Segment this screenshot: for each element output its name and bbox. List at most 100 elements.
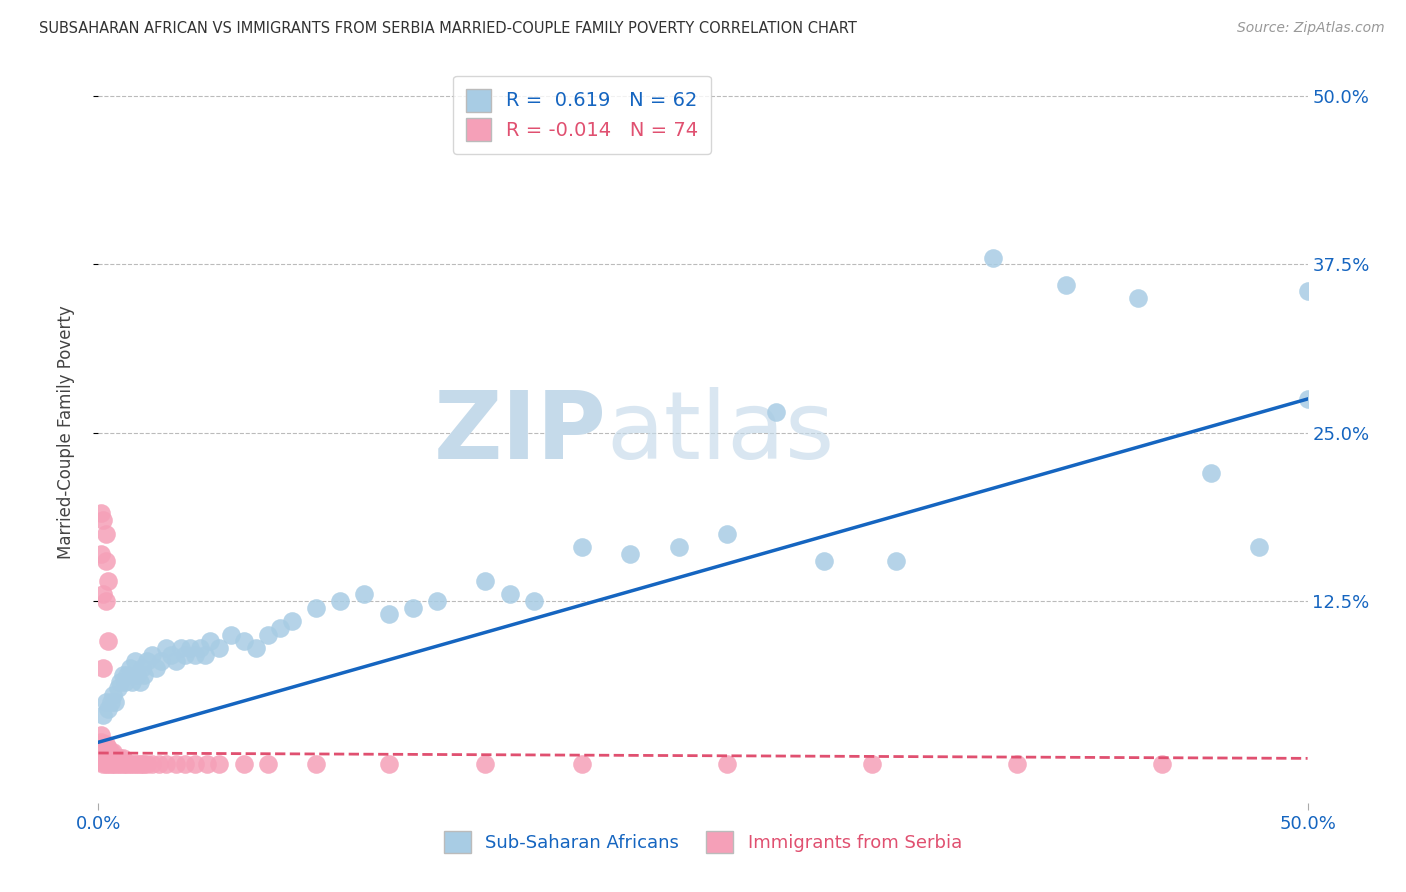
Point [107,756,129,771]
Point [188,640,211,655]
Point [523,594,546,608]
Point [353,587,375,601]
Point [90,746,112,760]
Point [124,655,146,669]
Point [94,756,117,771]
Point [668,540,690,554]
Point [498,587,520,601]
Point [256,627,278,641]
Point [1296,285,1319,299]
Point [104,756,127,771]
Point [90,507,112,521]
Point [128,756,150,771]
Point [91,756,114,771]
Point [155,756,177,771]
Point [305,600,328,615]
Point [198,634,221,648]
Point [90,547,112,561]
Legend: Sub-Saharan Africans, Immigrants from Serbia: Sub-Saharan Africans, Immigrants from Se… [437,824,969,861]
Point [981,251,1004,265]
Point [100,745,122,759]
Point [474,574,496,588]
Point [114,756,136,771]
Point [101,751,124,765]
Y-axis label: Married-Couple Family Poverty: Married-Couple Family Poverty [56,306,75,559]
Text: Source: ZipAtlas.com: Source: ZipAtlas.com [1237,21,1385,36]
Point [100,695,122,709]
Point [165,655,187,669]
Point [90,756,112,770]
Point [426,594,449,608]
Point [232,756,254,771]
Point [886,553,908,567]
Point [94,695,117,709]
Point [281,614,304,628]
Point [121,756,143,771]
Point [184,648,207,662]
Point [127,668,149,682]
Point [117,756,139,771]
Point [90,729,112,743]
Point [94,742,117,756]
Point [305,756,328,771]
Point [179,640,201,655]
Point [1007,756,1029,771]
Point [169,640,191,655]
Point [128,674,150,689]
Point [94,753,117,767]
Point [97,756,120,771]
Point [1199,466,1222,480]
Point [269,621,291,635]
Point [141,756,163,771]
Point [134,668,156,682]
Point [765,405,787,419]
Point [101,756,124,771]
Point [100,756,122,771]
Point [1152,756,1174,771]
Point [90,751,112,765]
Point [195,756,218,771]
Point [256,756,278,771]
Point [108,756,131,771]
Point [813,553,835,567]
Point [329,594,352,608]
Point [94,594,117,608]
Point [127,756,149,771]
Point [91,513,114,527]
Point [160,648,183,662]
Text: SUBSAHARAN AFRICAN VS IMMIGRANTS FROM SERBIA MARRIED-COUPLE FAMILY POVERTY CORRE: SUBSAHARAN AFRICAN VS IMMIGRANTS FROM SE… [39,21,858,37]
Text: atlas: atlas [606,386,835,479]
Point [91,587,114,601]
Point [94,747,117,762]
Point [97,747,120,762]
Point [108,751,131,765]
Point [94,737,117,751]
Point [91,661,114,675]
Point [208,640,231,655]
Point [208,756,231,771]
Point [1296,392,1319,406]
Point [134,756,156,771]
Point [101,745,124,759]
Point [131,661,153,675]
Point [155,640,177,655]
Point [1249,540,1271,554]
Point [97,574,120,588]
Point [716,526,738,541]
Point [97,634,120,648]
Point [111,756,134,771]
Point [1054,277,1077,292]
Point [104,751,127,765]
Point [148,756,170,771]
Point [91,747,114,762]
Point [174,756,197,771]
Point [124,756,146,771]
Point [150,655,173,669]
Point [184,756,207,771]
Point [117,668,139,682]
Point [104,695,127,709]
Point [91,742,114,756]
Point [108,674,131,689]
Point [145,661,167,675]
Point [118,661,141,675]
